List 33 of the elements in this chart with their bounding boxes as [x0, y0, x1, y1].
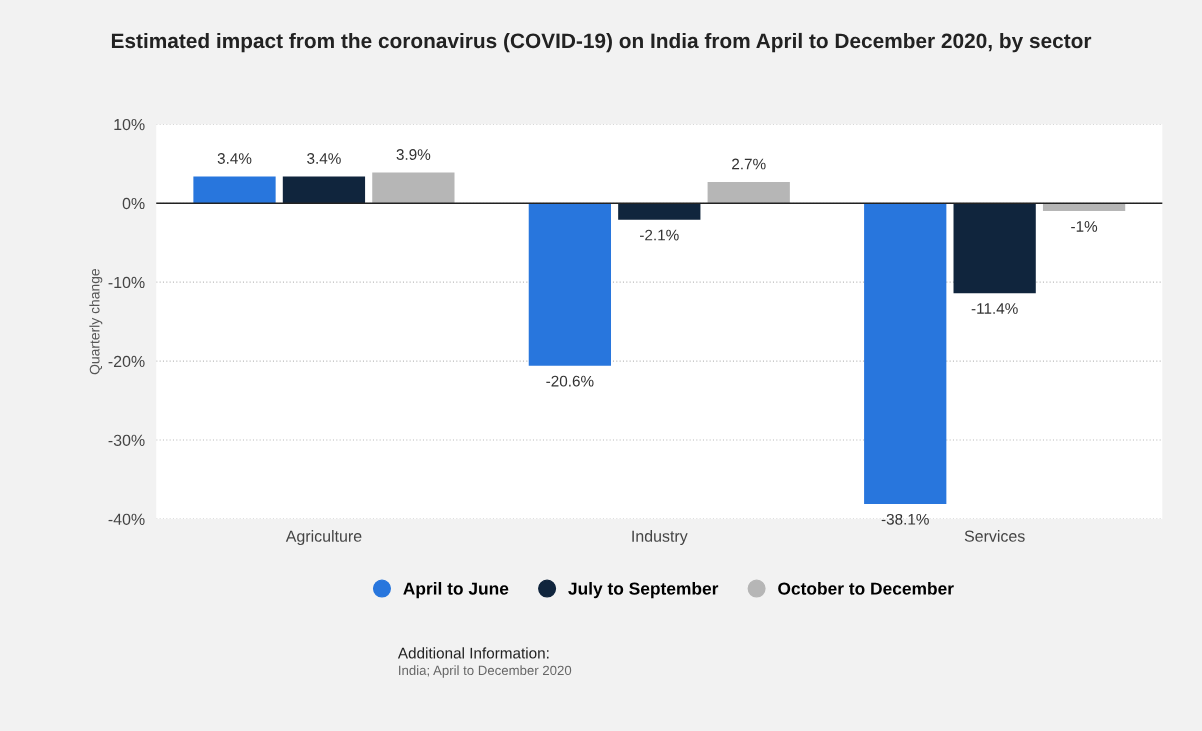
data-label: 3.4% [307, 153, 341, 164]
data-label: 2.7% [732, 158, 766, 170]
text: India; April to December 2020 [399, 665, 572, 678]
y-tick-label: -30% [108, 434, 145, 447]
data-label: -20.6% [546, 375, 594, 387]
chart-title: Estimated impact from the coronavirus (COVID-19) on India from April to December 2020, by sector [111, 32, 1092, 53]
data-label: 3.9% [396, 149, 431, 160]
data-label: -1% [1071, 221, 1098, 232]
data-label: -11.4% [971, 303, 1018, 314]
bar [528, 203, 612, 366]
y-axis-title: Quarterly change [89, 268, 103, 375]
data-label: 3.4% [217, 153, 252, 164]
y-tick-label: -20% [108, 355, 145, 368]
y-tick-label: -40% [108, 513, 145, 525]
x-tick-label: Industry [632, 530, 688, 546]
bar [282, 176, 366, 204]
bar [953, 203, 1036, 294]
data-label: -38.1% [881, 513, 929, 525]
y-tick-label: 0% [122, 197, 145, 210]
x-tick-label: Agriculture [285, 530, 362, 546]
bar [193, 176, 276, 204]
data-label: -2.1% [640, 229, 679, 241]
y-tick-label: 10% [114, 118, 145, 131]
x-tick-label: Services [964, 530, 1025, 542]
bar [707, 181, 790, 204]
y-tick-label: -10% [108, 276, 145, 289]
legend-label: April to June [403, 582, 509, 599]
bar [864, 203, 947, 505]
bar [618, 203, 701, 220]
bar [372, 172, 455, 204]
legend-label: October to December [778, 582, 954, 595]
text: Additional Information: [397, 647, 549, 659]
legend-label: July to September [568, 582, 719, 599]
